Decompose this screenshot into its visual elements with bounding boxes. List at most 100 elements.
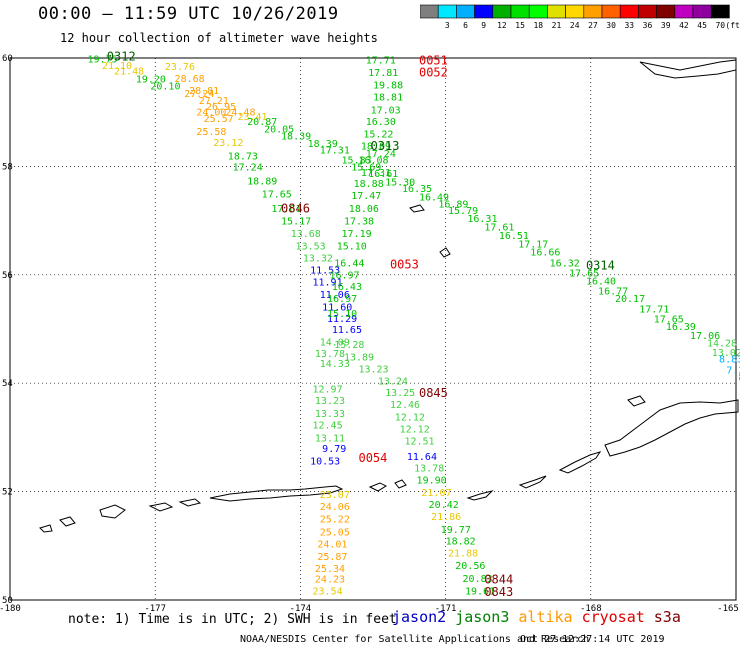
wave-height-point: 23.76 [165, 62, 195, 73]
wave-height-point: 25.57 [204, 114, 234, 125]
coastline-segment [639, 59, 737, 79]
coastline-segment [39, 524, 53, 533]
wave-height-point: 8.83 [719, 355, 740, 366]
wave-height-point: 21.86 [431, 512, 461, 523]
wave-height-point: 14.09 [320, 337, 350, 348]
wave-height-point: 13.24 [378, 376, 408, 387]
wave-height-point: 20.56 [455, 561, 485, 572]
wave-height-point: 11.91 [313, 278, 343, 289]
wave-height-point: 17.38 [344, 216, 374, 227]
legend-tick-label: 21 [552, 21, 562, 30]
wave-height-point: 17.17 [518, 240, 548, 251]
lon-tick-label: -168 [580, 604, 602, 614]
wave-height-point: 17.31 [361, 168, 391, 179]
wave-height-point: 15.83 [342, 156, 372, 167]
wave-height-point: 13.78 [315, 349, 345, 360]
wave-height-point: 16.89 [438, 200, 468, 211]
wave-height-point: 16.40 [586, 277, 616, 288]
wave-height-point: 7.21 [726, 365, 740, 376]
wave-height-point: 9.79 [322, 444, 346, 455]
pass-time-label: 0313 [371, 139, 400, 153]
wave-height-point: 16.39 [666, 322, 696, 333]
satellite-altika: altika [518, 608, 573, 626]
wave-height-point: 16.43 [332, 282, 362, 293]
wave-height-point: 15.10 [327, 309, 357, 320]
lon-tick-label: -180 [0, 604, 21, 614]
wave-height-point: 17.81 [368, 68, 398, 79]
wave-height-point: 18.81 [373, 92, 403, 103]
wave-height-point: 28.68 [175, 74, 205, 85]
coastline-segment [439, 247, 451, 258]
wave-height-point: 20.42 [429, 500, 459, 511]
wave-height-point: 19.20 [136, 74, 166, 85]
coastline-segment [148, 502, 174, 512]
legend-tick-label: 45 [697, 21, 707, 30]
coastline-segment [558, 451, 602, 474]
wave-height-point: 21.07 [421, 488, 451, 499]
wave-height-point: 13.68 [291, 229, 321, 240]
wave-height-point: 16.49 [419, 193, 449, 204]
wave-height-point: 16.30 [366, 117, 396, 128]
wave-height-point: 17.47 [351, 191, 381, 202]
wave-height-point: 14.28 [707, 338, 737, 349]
wave-height-point: 13.23 [315, 396, 345, 407]
wave-height-point: 11.65 [332, 325, 362, 336]
pass-time-label: 0843 [484, 585, 513, 599]
legend-tick-label: 24 [570, 21, 580, 30]
wave-height-point: 21.88 [448, 549, 478, 560]
satellite-legend: jason2 jason3 altika cryosat s3a [392, 608, 690, 626]
wave-height-point: 13.11 [315, 434, 345, 445]
wave-height-point: 17.61 [484, 222, 514, 233]
wave-height-point: 27.21 [199, 96, 229, 107]
wave-height-point: 12.12 [400, 425, 430, 436]
wave-height-point: 20.83 [463, 574, 493, 585]
wave-height-point: 12.51 [404, 436, 434, 447]
coastline-segment [99, 504, 126, 519]
wave-height-point: 18.39 [308, 139, 338, 150]
wave-height-point: 16.66 [530, 247, 560, 258]
coastline [39, 59, 739, 533]
legend-tick-label: 15 [515, 21, 525, 30]
satellite-s3a: s3a [653, 608, 681, 626]
wave-height-point: 21.48 [114, 66, 144, 77]
map-grid [9, 57, 737, 601]
legend-tick-label: 6 [463, 21, 468, 30]
legend-tick-label: 9 [481, 21, 486, 30]
coastline-segment [209, 485, 344, 502]
legend-swatch [710, 4, 730, 19]
map-frame [9, 57, 737, 601]
wave-height-point: 16.35 [402, 184, 432, 195]
wave-height-point: 15.30 [385, 177, 415, 188]
legend-tick-label: 36 [643, 21, 653, 30]
pass-time-label: 0845 [419, 386, 448, 400]
wave-height-point: 16.44 [334, 259, 364, 270]
wave-height-point: 16.77 [598, 286, 628, 297]
pass-time-label: 0314 [586, 258, 615, 272]
lat-tick-label: 52 [2, 488, 13, 498]
lon-tick-label: -165 [717, 604, 739, 614]
page-title: 00:00 – 11:59 UTC 10/26/2019 [38, 4, 339, 24]
wave-height-point: 18.88 [354, 179, 384, 190]
wave-height-point: 19.77 [441, 525, 471, 536]
coastline-segment [409, 204, 425, 213]
wave-height-point: 11.29 [327, 314, 357, 325]
generated-timestamp: Oct 27 12:27:14 UTC 2019 [520, 634, 665, 645]
wave-height-point: 12.45 [313, 421, 343, 432]
coastline-segment [394, 479, 407, 489]
wave-height-point: 13.53 [296, 241, 326, 252]
satellite-jason2: jason2 [392, 608, 447, 626]
wave-height-point: 17.65 [569, 268, 599, 279]
wave-height-point: 16.32 [550, 259, 580, 270]
lat-tick-label: 58 [2, 162, 13, 172]
wave-height-point: 16.61 [368, 169, 398, 180]
credit-text: NOAA/NESDIS Center for Satellite Applica… [240, 634, 590, 645]
wave-height-point: 18.06 [349, 204, 379, 215]
coastline-segment [518, 475, 547, 489]
wave-height-point: 25.58 [196, 127, 226, 138]
wave-height-point: 8.05 [738, 372, 740, 383]
lat-tick-label: 56 [2, 271, 13, 281]
wave-height-point: 18.82 [446, 537, 476, 548]
legend-tick-label: 30 [606, 21, 616, 30]
wave-height-point: 17.65 [654, 314, 684, 325]
